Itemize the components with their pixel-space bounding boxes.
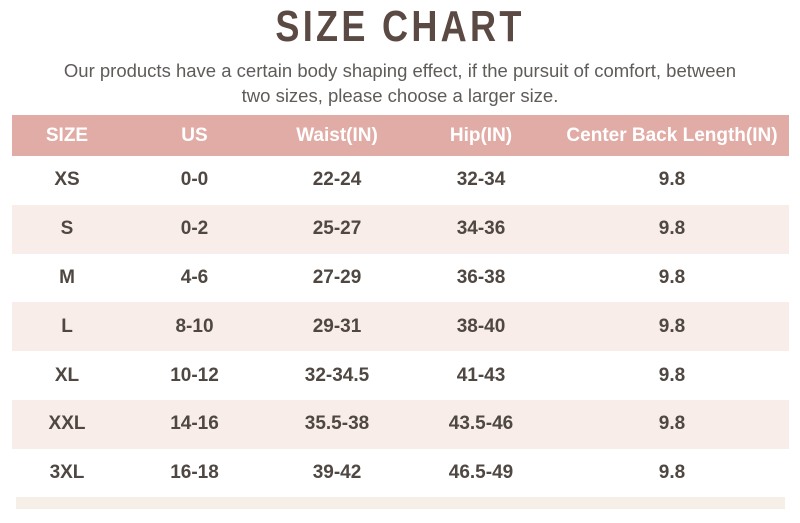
cell-us: 0-2	[180, 218, 209, 240]
table-row-3xl: 3XL 16-18 39-42 46.5-49 9.8	[12, 449, 789, 498]
column-header-size: SIZE	[12, 115, 122, 156]
cell-hip: 41-43	[456, 364, 506, 386]
cell-size: M	[59, 266, 75, 288]
cell-back-length: 9.8	[658, 413, 686, 435]
cell-hip: 38-40	[456, 315, 506, 337]
cell-us: 0-0	[180, 169, 209, 191]
cell-back-length: 9.8	[658, 218, 686, 240]
cell-size: L	[61, 315, 73, 337]
size-chart-table: SIZE US Waist(IN) Hip(IN) Center Back Le…	[12, 115, 789, 498]
cell-waist: 29-31	[312, 315, 362, 337]
cell-us: 10-12	[170, 364, 219, 386]
cell-size: XS	[54, 169, 80, 191]
cell-us: 8-10	[175, 315, 214, 337]
table-row-xl: XL 10-12 32-34.5 41-43 9.8	[12, 351, 789, 400]
column-header-us: US	[122, 115, 267, 156]
cell-waist: 25-27	[312, 218, 362, 240]
partial-next-row-strip	[16, 497, 785, 509]
cell-hip: 34-36	[456, 218, 506, 240]
cell-waist: 22-24	[312, 169, 362, 191]
page-title: SIZE CHART	[275, 2, 525, 51]
table-row-m: M 4-6 27-29 36-38 9.8	[12, 254, 789, 303]
cell-waist: 35.5-38	[304, 413, 370, 435]
column-header-waist: Waist(IN)	[267, 115, 407, 156]
table-row-l: L 8-10 29-31 38-40 9.8	[12, 302, 789, 352]
cell-us: 14-16	[170, 413, 219, 435]
cell-hip: 43.5-46	[448, 413, 514, 435]
cell-size: S	[60, 218, 74, 240]
cell-waist: 27-29	[312, 266, 362, 288]
cell-waist: 39-42	[312, 462, 362, 484]
subtitle-text: Our products have a certain body shaping…	[0, 58, 800, 108]
cell-us: 4-6	[180, 266, 209, 288]
column-header-hip: Hip(IN)	[407, 115, 555, 156]
subtitle-line-2: two sizes, please choose a larger size.	[241, 85, 559, 106]
cell-hip: 36-38	[456, 266, 506, 288]
table-row-s: S 0-2 25-27 34-36 9.8	[12, 204, 789, 254]
cell-back-length: 9.8	[658, 462, 686, 484]
header-row: SIZE US Waist(IN) Hip(IN) Center Back Le…	[12, 115, 789, 156]
cell-back-length: 9.8	[658, 266, 686, 288]
subtitle-line-1: Our products have a certain body shaping…	[63, 60, 737, 81]
table-row-xs: XS 0-0 22-24 32-34 9.8	[12, 156, 789, 205]
column-header-center-back-length: Center Back Length(IN)	[555, 115, 789, 156]
cell-back-length: 9.8	[658, 315, 686, 337]
cell-size: 3XL	[49, 462, 85, 484]
cell-back-length: 9.8	[658, 364, 686, 386]
cell-waist: 32-34.5	[304, 364, 370, 386]
cell-back-length: 9.8	[658, 169, 686, 191]
cell-size: XXL	[48, 413, 86, 435]
cell-size: XL	[54, 364, 80, 386]
cell-us: 16-18	[170, 462, 219, 484]
table-row-xxl: XXL 14-16 35.5-38 43.5-46 9.8	[12, 399, 789, 449]
cell-hip: 32-34	[456, 169, 506, 191]
cell-hip: 46.5-49	[448, 462, 514, 484]
